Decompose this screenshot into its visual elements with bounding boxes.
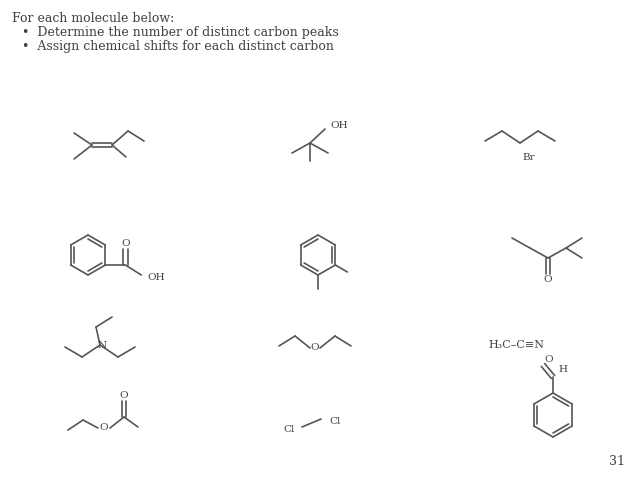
Text: Cl: Cl <box>329 417 340 425</box>
Text: •  Assign chemical shifts for each distinct carbon: • Assign chemical shifts for each distin… <box>22 40 334 53</box>
Text: O: O <box>544 276 552 285</box>
Text: OH: OH <box>147 273 165 281</box>
Text: 31: 31 <box>609 455 625 468</box>
Text: O: O <box>100 423 108 432</box>
Text: OH: OH <box>330 120 348 130</box>
Text: N: N <box>97 340 107 349</box>
Text: •  Determine the number of distinct carbon peaks: • Determine the number of distinct carbo… <box>22 26 339 39</box>
Text: O: O <box>121 239 130 248</box>
Text: H: H <box>559 364 568 373</box>
Text: H₃C–C≡N: H₃C–C≡N <box>488 340 544 350</box>
Text: O: O <box>120 391 128 399</box>
Text: Cl: Cl <box>284 424 295 433</box>
Text: O: O <box>310 344 319 352</box>
Text: O: O <box>545 355 554 363</box>
Text: Br: Br <box>522 153 534 161</box>
Text: For each molecule below:: For each molecule below: <box>12 12 174 25</box>
